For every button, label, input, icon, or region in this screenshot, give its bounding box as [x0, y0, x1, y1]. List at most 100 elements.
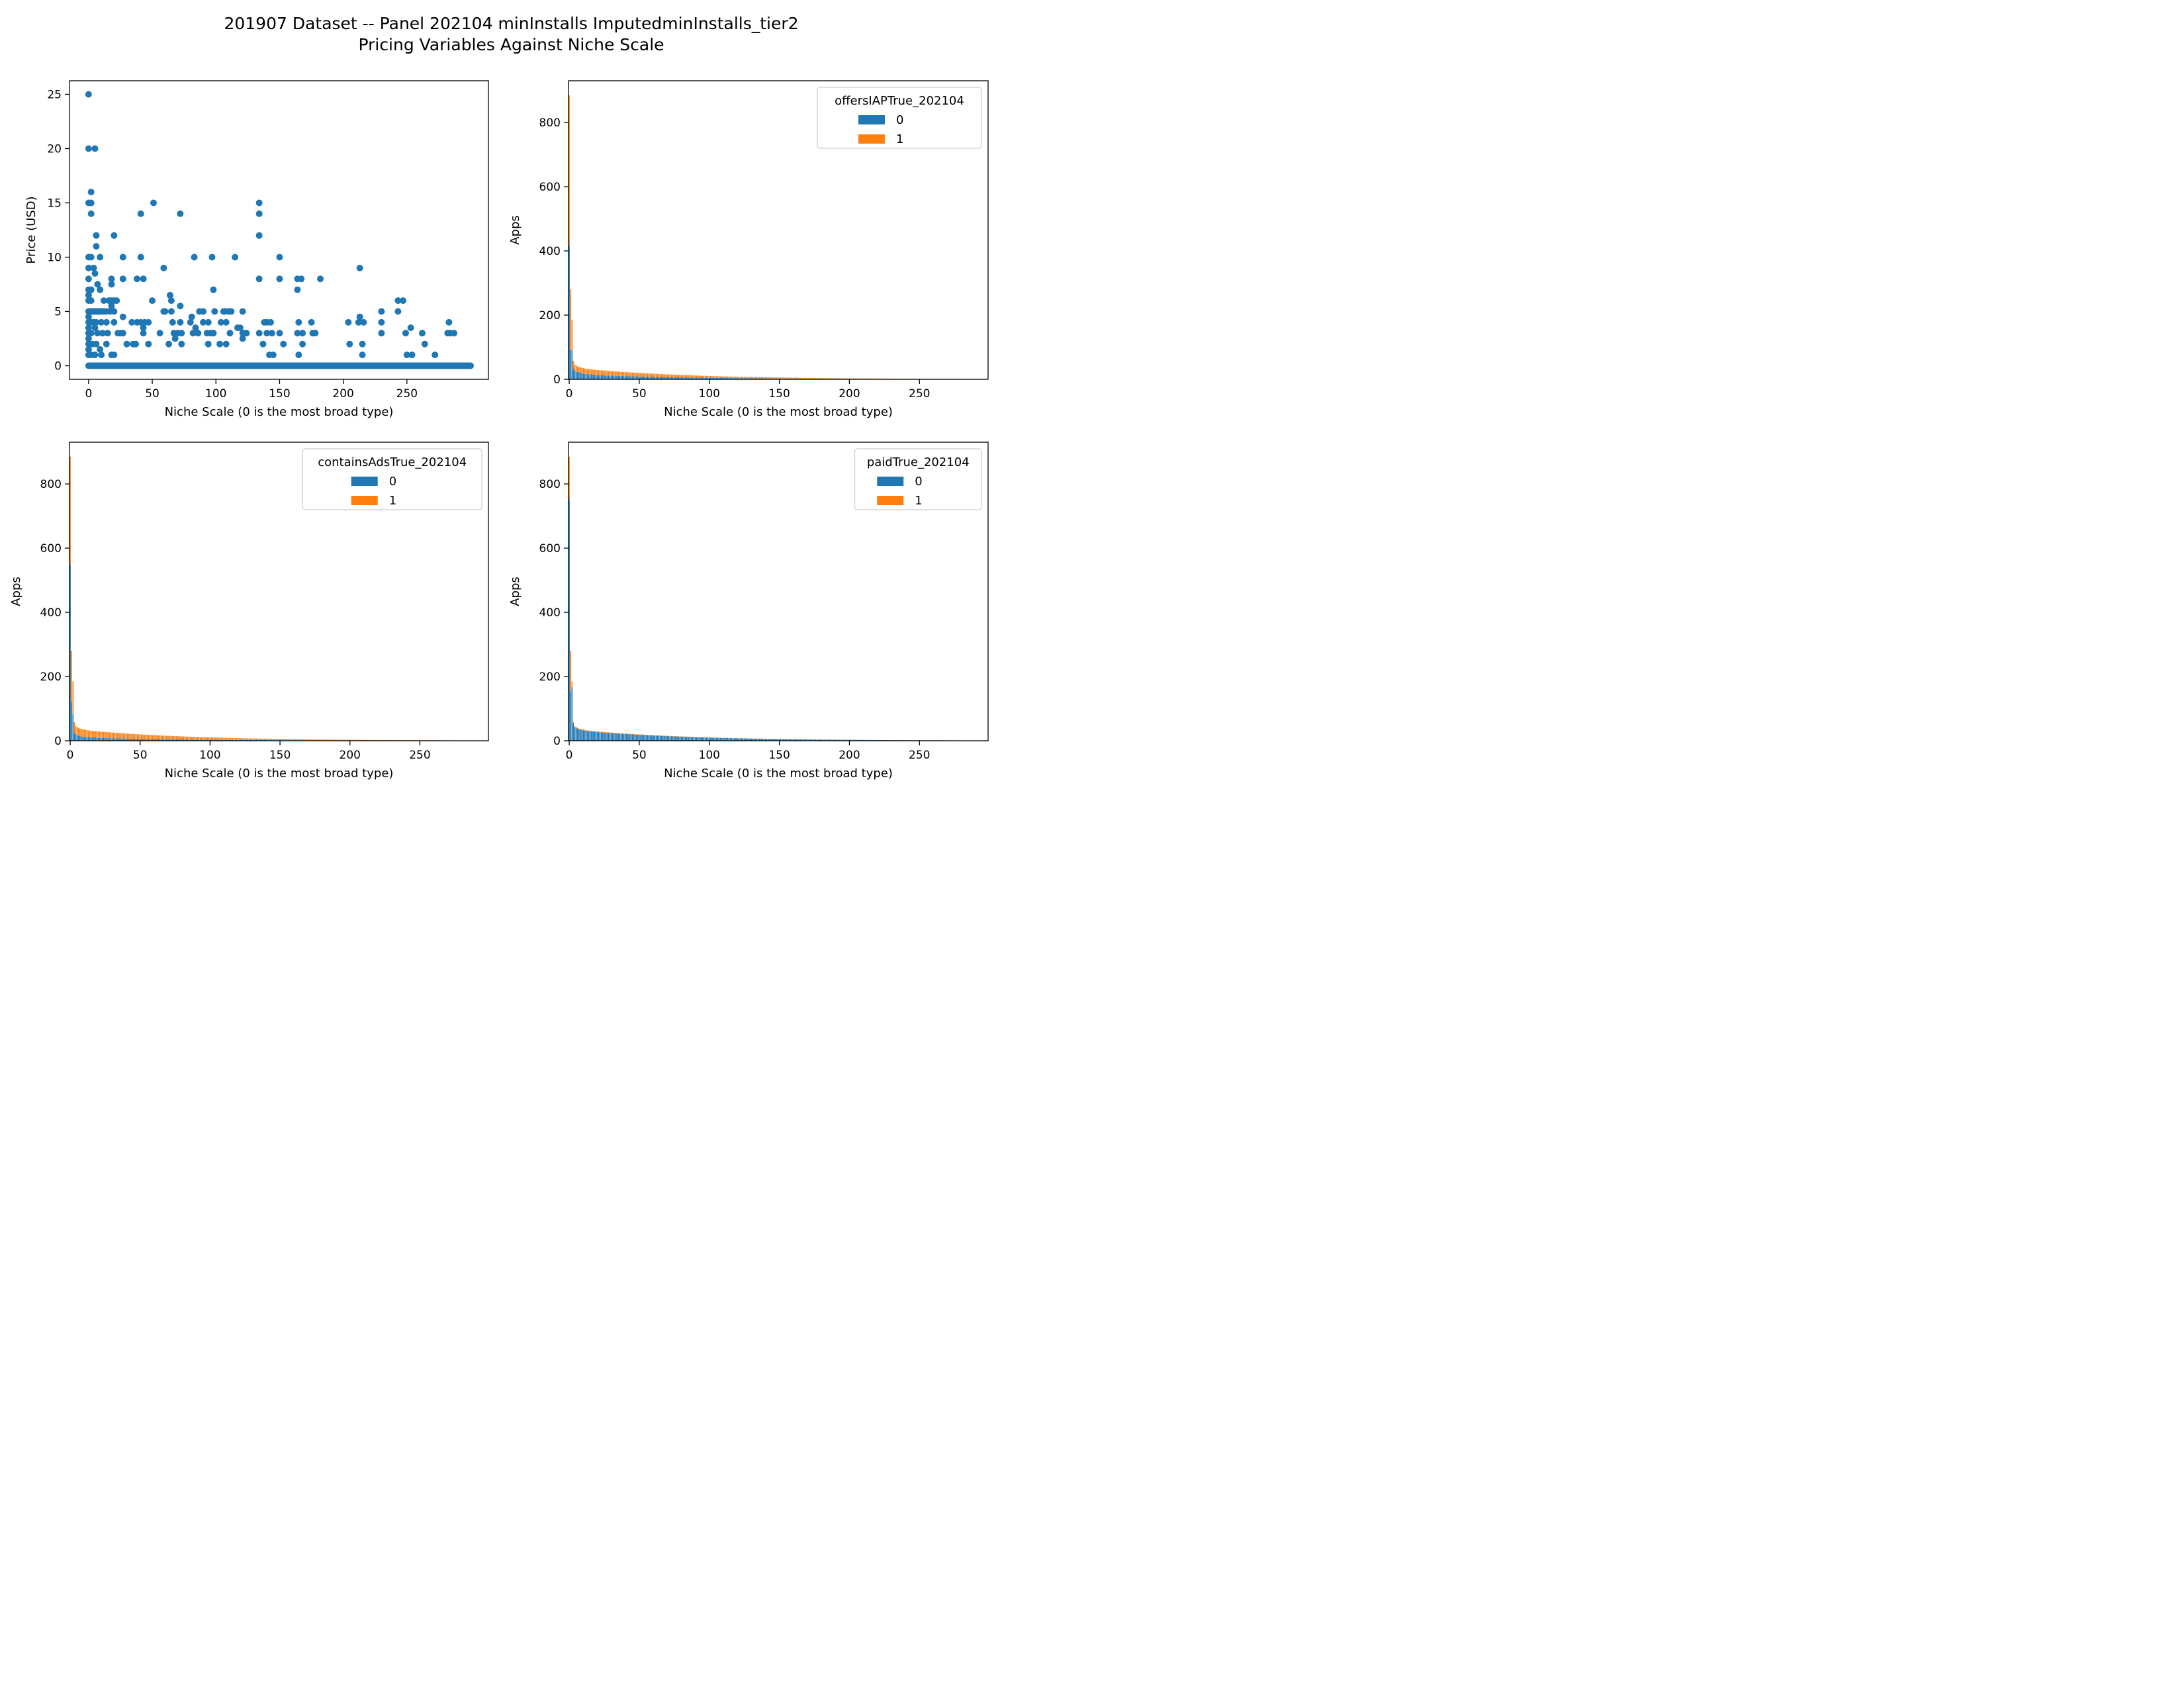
bar-series-0: [808, 739, 809, 741]
scatter-point: [87, 199, 95, 207]
bar-series-0: [169, 739, 170, 741]
bar-series-1: [631, 733, 633, 735]
bar-series-0: [841, 739, 843, 741]
bar-series-1: [784, 377, 786, 379]
bar-series-1: [696, 375, 698, 378]
x-tick-label: 50: [632, 749, 647, 762]
x-tick-label: 100: [699, 749, 720, 762]
bar-series-1: [69, 456, 71, 565]
bar-series-0: [710, 377, 711, 379]
bar-series-0: [686, 737, 688, 741]
bar-series-1: [170, 735, 172, 739]
bar-series-1: [267, 738, 268, 741]
bar-series-1: [262, 738, 264, 741]
bar-series-0: [128, 738, 130, 741]
bar-series-0: [134, 738, 136, 741]
bar-series-0: [847, 739, 849, 741]
scatter-point: [188, 313, 195, 320]
bar-series-0: [657, 735, 659, 741]
bar-series-1: [754, 377, 756, 379]
bar-series-1: [216, 737, 218, 740]
bar-series-1: [803, 377, 805, 379]
scatter-point: [298, 275, 305, 283]
bar-series-1: [279, 739, 281, 741]
bar-series-0: [697, 737, 699, 741]
bar-series-1: [637, 373, 639, 377]
scatter-point: [119, 330, 126, 337]
bar-series-1: [152, 735, 154, 739]
bar-series-0: [673, 736, 675, 741]
legend-label-1: 1: [389, 494, 396, 508]
bar-series-0: [693, 377, 695, 379]
bar-series-0: [724, 737, 725, 741]
scatter-point: [232, 254, 239, 261]
bar-series-0: [596, 731, 598, 741]
bar-series-1: [83, 729, 85, 737]
bar-series-1: [106, 731, 107, 739]
bar-series-1: [120, 733, 121, 739]
bar-series-1: [357, 739, 359, 741]
bar-series-0: [578, 729, 580, 741]
bar-series-1: [653, 373, 654, 377]
bar-series-0: [840, 739, 842, 741]
bar-series-0: [634, 376, 636, 379]
bar-series-1: [751, 377, 752, 379]
bar-series-1: [242, 738, 243, 740]
bar-series-0: [766, 739, 768, 741]
bar-series-0: [631, 376, 633, 379]
bar-series-1: [737, 377, 738, 379]
bar-series-1: [166, 735, 167, 739]
bar-series-0: [617, 375, 619, 379]
bar-series-1: [132, 733, 134, 739]
bar-series-1: [659, 374, 661, 377]
bar-series-1: [617, 371, 619, 376]
bar-series-0: [773, 739, 774, 741]
bar-series-0: [629, 376, 630, 379]
bar-series-0: [848, 739, 850, 741]
bar-series-1: [594, 369, 596, 375]
bar-series-1: [139, 734, 141, 739]
bar-series-1: [236, 738, 238, 740]
bar-series-0: [570, 350, 572, 379]
scatter-point: [263, 330, 271, 337]
bar-series-0: [630, 734, 632, 741]
bar-series-0: [635, 376, 637, 379]
bar-series-1: [352, 739, 353, 741]
bar-series-1: [718, 376, 720, 378]
bar-series-1: [805, 377, 807, 379]
bar-series-1: [210, 737, 212, 740]
bar-series-0: [653, 377, 654, 379]
bar-series-0: [624, 733, 626, 741]
scatter-point: [93, 318, 100, 326]
bar-series-1: [286, 739, 288, 741]
bar-series-1: [772, 377, 773, 379]
bar-series-0: [708, 377, 710, 379]
bar-series-0: [743, 738, 745, 741]
scatter-point: [432, 352, 439, 359]
axes-1: 0 50 100 150 200 250 0 5 10 15 20 25 Niche Scale (0 …: [24, 80, 489, 419]
bar-series-1: [224, 737, 226, 740]
scatter-point: [312, 330, 319, 337]
bar-series-1: [258, 738, 260, 741]
bar-series-0: [816, 739, 818, 741]
bar-series-1: [808, 377, 809, 379]
bar-series-0: [608, 375, 610, 379]
bar-series-1: [664, 735, 665, 736]
bar-series-0: [689, 737, 690, 741]
bar-series-0: [803, 739, 805, 741]
bar-series-1: [796, 377, 797, 379]
bar-series-1: [289, 739, 291, 741]
bar-series-0: [83, 737, 85, 741]
bar-series-1: [114, 732, 116, 739]
bar-series-0: [742, 378, 744, 379]
scatter-point: [189, 330, 197, 337]
bar-series-0: [126, 738, 128, 741]
legend-label-0: 0: [896, 113, 903, 127]
bar-series-0: [616, 375, 617, 379]
bar-series-1: [575, 365, 577, 372]
bar-series-1: [781, 377, 783, 379]
bar-series-1: [807, 377, 808, 379]
bar-series-1: [615, 371, 616, 376]
bar-series-0: [71, 702, 73, 741]
figure: 201907 Dataset -- Panel 202104 minInstal…: [0, 0, 1023, 790]
